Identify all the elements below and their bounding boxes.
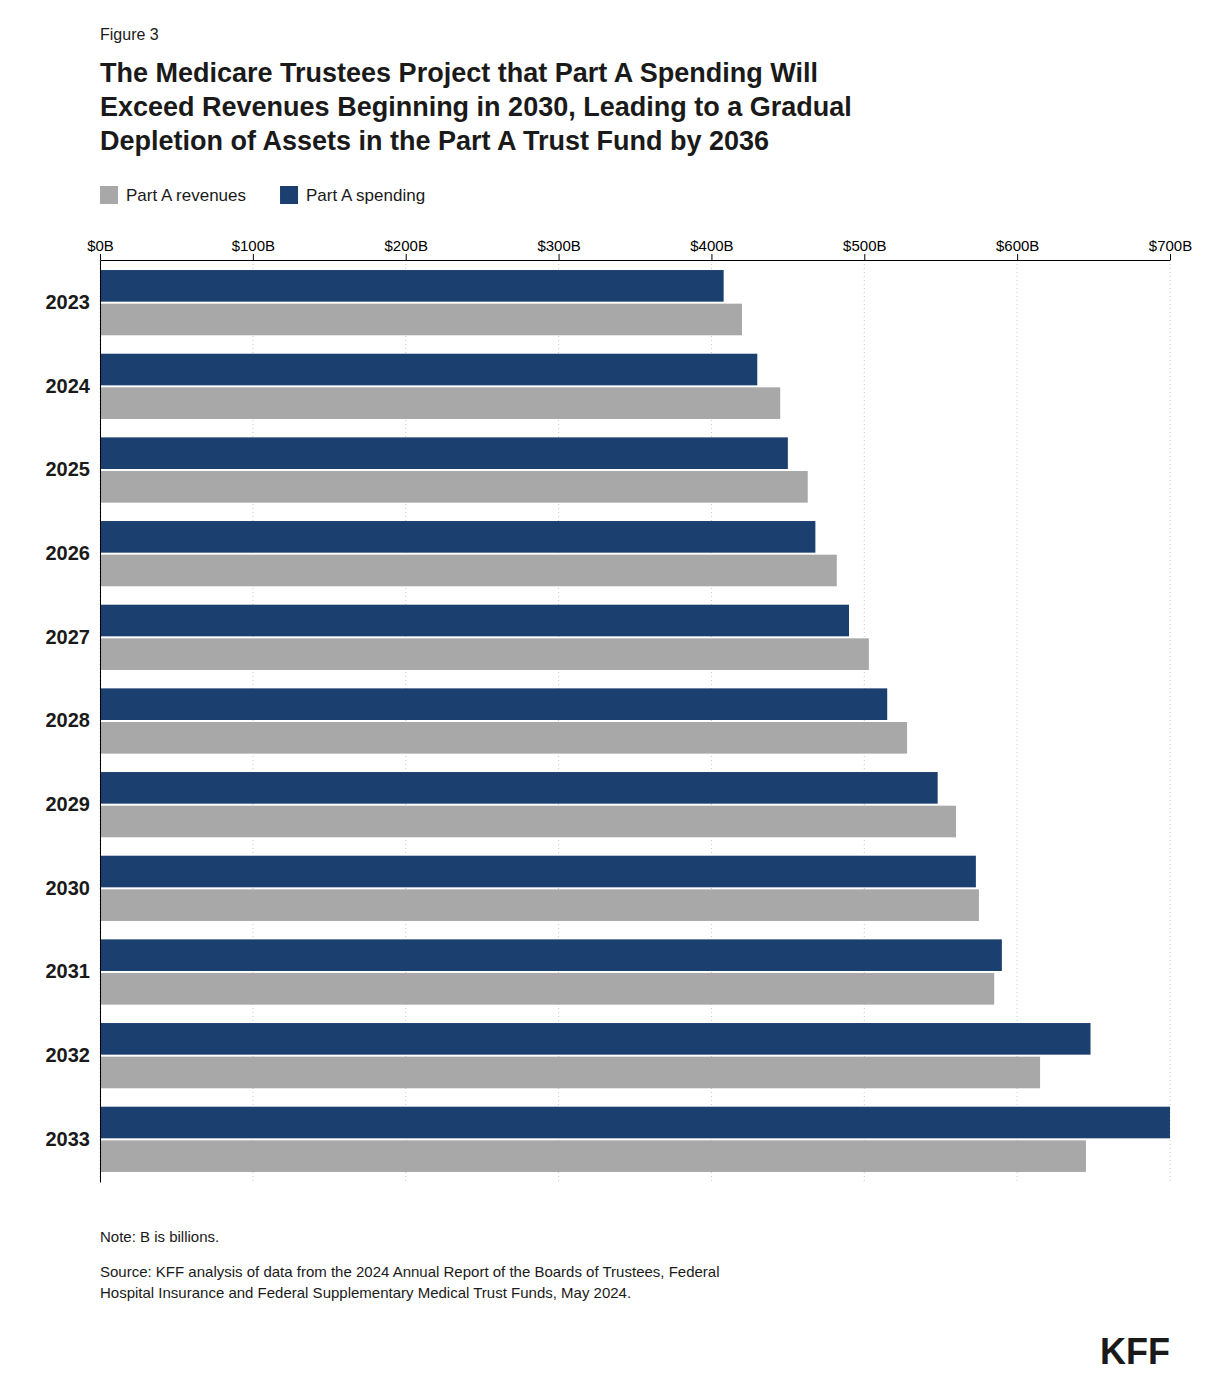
- legend-label: Part A revenues: [126, 186, 246, 205]
- bar: [100, 638, 869, 670]
- x-tick: $0B: [87, 237, 114, 260]
- bar: [100, 1023, 1091, 1055]
- y-tick: 2028: [46, 709, 101, 731]
- legend-item: Part A revenues: [100, 186, 246, 205]
- x-tick: $400B: [690, 237, 733, 260]
- bar: [100, 1107, 1170, 1139]
- x-tick: $200B: [385, 237, 428, 260]
- title: The Medicare Trustees Project that Part …: [100, 58, 852, 156]
- bar: [100, 354, 757, 386]
- x-tick-label: $400B: [690, 237, 733, 254]
- bar: [100, 889, 979, 921]
- y-tick-label: 2025: [46, 458, 91, 480]
- bar: [100, 471, 808, 503]
- texts: Figure 3 The Medicare Trustees Project th…: [100, 26, 1170, 1372]
- y-tick-label: 2024: [46, 375, 91, 397]
- bar: [100, 806, 956, 838]
- x-tick-label: $600B: [996, 237, 1039, 254]
- x-tick-label: $500B: [843, 237, 886, 254]
- plot: $0B $100B $200B $300B $400B $500B $600B $700B 20…: [46, 237, 1193, 1183]
- x-tick-mark: [864, 254, 865, 260]
- x-tick-label: $100B: [232, 237, 275, 254]
- bar: [100, 772, 938, 804]
- bar: [100, 1140, 1086, 1172]
- bar: [100, 437, 788, 469]
- bar: [100, 1057, 1040, 1089]
- y-tick: 2031: [46, 960, 101, 982]
- grid-line: [100, 260, 101, 1182]
- logo: KFF: [1100, 1331, 1170, 1372]
- x-tick-mark: [559, 254, 560, 260]
- y-tick: 2025: [46, 458, 101, 480]
- y-tick-label: 2030: [46, 877, 91, 899]
- x-tick-mark: [253, 254, 254, 260]
- y-tick: 2023: [46, 291, 101, 313]
- bar: [100, 521, 815, 553]
- x-tick: $500B: [843, 237, 886, 260]
- x-axis: $0B $100B $200B $300B $400B $500B $600B $700B: [87, 237, 1192, 261]
- y-tick: 2024: [46, 375, 101, 397]
- x-tick-label: $0B: [87, 237, 114, 254]
- y-tick: 2026: [46, 542, 101, 564]
- y-tick: 2030: [46, 877, 101, 899]
- bar: [100, 605, 849, 637]
- grid-line: [1170, 260, 1171, 1182]
- x-axis-line: [101, 260, 1171, 261]
- legend-label: Part A spending: [306, 186, 425, 205]
- x-tick-mark: [100, 254, 101, 260]
- bar: [100, 555, 837, 587]
- y-tick: 2033: [46, 1128, 101, 1150]
- y-tick-label: 2028: [46, 709, 91, 731]
- x-tick-label: $200B: [385, 237, 428, 254]
- legend-swatch: [280, 186, 298, 204]
- legend-swatch: [100, 186, 118, 204]
- x-tick-mark: [711, 254, 712, 260]
- bar: [100, 856, 976, 888]
- bars: [100, 270, 1170, 1172]
- y-tick: 2027: [46, 626, 101, 648]
- bar: [100, 304, 742, 336]
- y-tick-label: 2031: [46, 960, 91, 982]
- bar: [100, 688, 887, 720]
- x-tick: $100B: [232, 237, 275, 260]
- legend-item: Part A spending: [280, 186, 425, 205]
- chart: Figure 3 The Medicare Trustees Project th…: [0, 0, 1220, 1382]
- grid: [100, 260, 1170, 1182]
- x-tick: $700B: [1149, 237, 1192, 260]
- y-axis: 2023 2024 2025 2026 2027 2028 2029 2030 2031 2032…: [46, 261, 101, 1183]
- source: Source: KFF analysis of data from the 20…: [100, 1263, 720, 1301]
- figure-label: Figure 3: [100, 26, 159, 43]
- x-tick: $600B: [996, 237, 1039, 260]
- y-tick: 2029: [46, 793, 101, 815]
- y-tick: 2032: [46, 1044, 101, 1066]
- x-tick-mark: [406, 254, 407, 260]
- y-tick-label: 2033: [46, 1128, 91, 1150]
- x-tick-label: $300B: [537, 237, 580, 254]
- bar: [100, 722, 907, 754]
- x-tick: $300B: [537, 237, 580, 260]
- legend: Part A revenues Part A spending: [100, 186, 425, 205]
- bar: [100, 939, 1002, 971]
- bar: [100, 270, 724, 302]
- x-tick-label: $700B: [1149, 237, 1192, 254]
- y-tick-label: 2032: [46, 1044, 91, 1066]
- bar: [100, 973, 994, 1005]
- bar: [100, 387, 780, 419]
- y-axis-line: [100, 261, 101, 1183]
- y-tick-label: 2027: [46, 626, 91, 648]
- y-tick-label: 2029: [46, 793, 91, 815]
- x-tick-mark: [1017, 254, 1018, 260]
- note: Note: B is billions.: [100, 1228, 219, 1245]
- x-tick-mark: [1170, 254, 1171, 260]
- y-tick-label: 2023: [46, 291, 91, 313]
- y-tick-label: 2026: [46, 542, 91, 564]
